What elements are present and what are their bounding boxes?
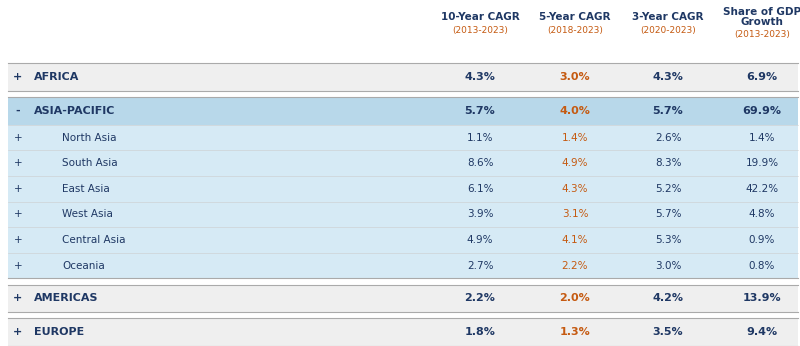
Text: 0.8%: 0.8% xyxy=(749,261,775,271)
Text: 9.4%: 9.4% xyxy=(746,327,778,337)
Text: +: + xyxy=(14,235,22,245)
Text: 1.1%: 1.1% xyxy=(466,133,494,143)
Text: 4.3%: 4.3% xyxy=(653,72,683,82)
Text: 8.6%: 8.6% xyxy=(466,158,494,168)
Text: 1.4%: 1.4% xyxy=(562,133,588,143)
Text: AFRICA: AFRICA xyxy=(34,72,79,82)
Text: 4.3%: 4.3% xyxy=(465,72,495,82)
Text: 2.7%: 2.7% xyxy=(466,261,494,271)
Text: 3.5%: 3.5% xyxy=(653,327,683,337)
Text: 1.4%: 1.4% xyxy=(749,133,775,143)
Text: 42.2%: 42.2% xyxy=(746,184,778,194)
Text: 2.0%: 2.0% xyxy=(560,293,590,303)
Text: 4.3%: 4.3% xyxy=(562,184,588,194)
Bar xyxy=(8,253,798,279)
Text: (2020-2023): (2020-2023) xyxy=(640,26,696,35)
Text: South Asia: South Asia xyxy=(62,158,118,168)
Text: 4.9%: 4.9% xyxy=(562,158,588,168)
Bar xyxy=(8,125,798,151)
Text: 1.8%: 1.8% xyxy=(465,327,495,337)
Text: 5.7%: 5.7% xyxy=(654,209,682,219)
Text: 19.9%: 19.9% xyxy=(746,158,778,168)
Bar xyxy=(8,151,798,176)
Text: +: + xyxy=(14,209,22,219)
Bar xyxy=(8,202,798,227)
Text: 5.7%: 5.7% xyxy=(465,106,495,116)
Text: 5.7%: 5.7% xyxy=(653,106,683,116)
Text: -: - xyxy=(16,106,20,116)
Text: EUROPE: EUROPE xyxy=(34,327,84,337)
Text: 2.2%: 2.2% xyxy=(562,261,588,271)
Text: (2013-2023): (2013-2023) xyxy=(734,29,790,38)
Text: 3.9%: 3.9% xyxy=(466,209,494,219)
Text: 6.9%: 6.9% xyxy=(746,72,778,82)
Text: 5.3%: 5.3% xyxy=(654,235,682,245)
Text: 1.3%: 1.3% xyxy=(560,327,590,337)
Text: 69.9%: 69.9% xyxy=(742,106,782,116)
Text: Oceania: Oceania xyxy=(62,261,105,271)
Text: (2018-2023): (2018-2023) xyxy=(547,26,603,35)
Text: +: + xyxy=(14,72,22,82)
Text: 4.8%: 4.8% xyxy=(749,209,775,219)
Text: +: + xyxy=(14,293,22,303)
Text: 5.2%: 5.2% xyxy=(654,184,682,194)
Text: +: + xyxy=(14,133,22,143)
Text: 8.3%: 8.3% xyxy=(654,158,682,168)
Text: +: + xyxy=(14,327,22,337)
Text: 3.0%: 3.0% xyxy=(560,72,590,82)
Text: 2.6%: 2.6% xyxy=(654,133,682,143)
Text: West Asia: West Asia xyxy=(62,209,113,219)
Text: AMERICAS: AMERICAS xyxy=(34,293,98,303)
Text: 4.0%: 4.0% xyxy=(559,106,590,116)
Bar xyxy=(8,97,798,125)
Text: Central Asia: Central Asia xyxy=(62,235,126,245)
Text: 5-Year CAGR: 5-Year CAGR xyxy=(539,12,610,22)
Text: 4.9%: 4.9% xyxy=(466,235,494,245)
Text: +: + xyxy=(14,184,22,194)
Text: 13.9%: 13.9% xyxy=(742,293,782,303)
Text: 0.9%: 0.9% xyxy=(749,235,775,245)
Text: 3-Year CAGR: 3-Year CAGR xyxy=(632,12,704,22)
Text: 4.1%: 4.1% xyxy=(562,235,588,245)
Text: (2013-2023): (2013-2023) xyxy=(452,26,508,35)
Text: 4.2%: 4.2% xyxy=(653,293,683,303)
Text: Growth: Growth xyxy=(741,17,783,27)
Bar xyxy=(8,284,798,312)
Bar xyxy=(8,63,798,91)
Text: North Asia: North Asia xyxy=(62,133,117,143)
Bar xyxy=(8,227,798,253)
Text: ASIA-PACIFIC: ASIA-PACIFIC xyxy=(34,106,115,116)
Text: 3.1%: 3.1% xyxy=(562,209,588,219)
Bar xyxy=(8,176,798,202)
Text: +: + xyxy=(14,158,22,168)
Text: 6.1%: 6.1% xyxy=(466,184,494,194)
Bar xyxy=(8,318,798,346)
Text: 3.0%: 3.0% xyxy=(655,261,681,271)
Text: Share of GDP: Share of GDP xyxy=(723,7,800,17)
Text: +: + xyxy=(14,261,22,271)
Text: East Asia: East Asia xyxy=(62,184,110,194)
Text: 10-Year CAGR: 10-Year CAGR xyxy=(441,12,519,22)
Text: 2.2%: 2.2% xyxy=(465,293,495,303)
